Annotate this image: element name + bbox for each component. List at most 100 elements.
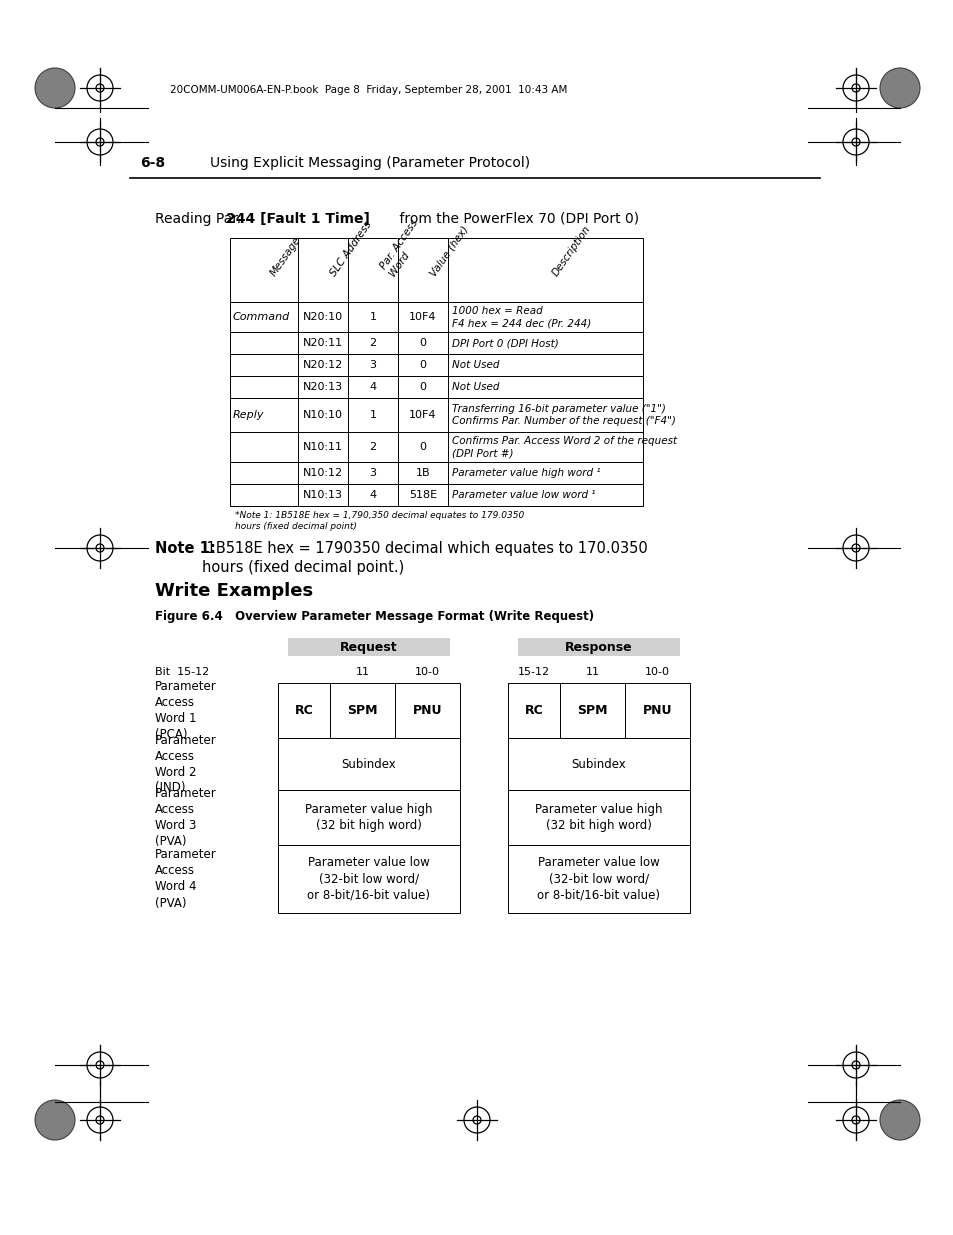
Text: Reading Par.: Reading Par.	[154, 212, 245, 226]
Circle shape	[35, 68, 75, 107]
Bar	[507, 683, 559, 739]
Text: 6-8: 6-8	[140, 156, 165, 170]
Text: N10:10: N10:10	[303, 410, 343, 420]
Bar	[230, 432, 642, 462]
Text: Parameter value low word ¹: Parameter value low word ¹	[452, 490, 595, 500]
Text: 15-12: 15-12	[517, 667, 550, 677]
Bar	[230, 375, 642, 398]
Bar	[624, 683, 689, 739]
Bar	[507, 790, 689, 845]
Text: Bit  15-12: Bit 15-12	[154, 667, 209, 677]
Text: 4: 4	[369, 382, 376, 391]
Text: RC: RC	[294, 704, 313, 718]
Bar	[395, 683, 459, 739]
Circle shape	[879, 1100, 919, 1140]
Text: N20:11: N20:11	[303, 338, 343, 348]
Text: 3: 3	[369, 359, 376, 370]
Text: 1B: 1B	[416, 468, 430, 478]
Bar	[230, 238, 642, 303]
Text: 0: 0	[419, 442, 426, 452]
Text: PNU: PNU	[413, 704, 442, 718]
Text: Figure 6.4   Overview Parameter Message Format (Write Request): Figure 6.4 Overview Parameter Message Fo…	[154, 610, 594, 622]
Text: 3: 3	[369, 468, 376, 478]
Text: Confirms Par. Access Word 2 of the request
(DPI Port #): Confirms Par. Access Word 2 of the reque…	[452, 436, 677, 458]
Bar	[230, 462, 642, 484]
Text: 10F4: 10F4	[409, 312, 436, 322]
Bar	[559, 683, 624, 739]
Text: SPM: SPM	[347, 704, 377, 718]
Bar	[230, 303, 642, 332]
Text: 1B518E hex = 1790350 decimal which equates to 170.0350
hours (fixed decimal poin: 1B518E hex = 1790350 decimal which equat…	[202, 541, 647, 574]
Text: N10:11: N10:11	[303, 442, 343, 452]
Text: 0: 0	[419, 359, 426, 370]
Circle shape	[879, 68, 919, 107]
Text: Subindex: Subindex	[571, 757, 626, 771]
Bar	[230, 332, 642, 354]
Text: N20:12: N20:12	[302, 359, 343, 370]
Text: N10:13: N10:13	[303, 490, 343, 500]
Text: Not Used: Not Used	[452, 382, 499, 391]
Text: Parameter value low
(32-bit low word/
or 8-bit/16-bit value): Parameter value low (32-bit low word/ or…	[537, 857, 659, 902]
Text: *Note 1: 1B518E hex = 1,790,350 decimal equates to 179.0350
hours (fixed decimal: *Note 1: 1B518E hex = 1,790,350 decimal …	[234, 511, 524, 531]
Text: 20COMM-UM006A-EN-P.book  Page 8  Friday, September 28, 2001  10:43 AM: 20COMM-UM006A-EN-P.book Page 8 Friday, S…	[170, 85, 567, 95]
Bar	[277, 790, 459, 845]
Text: PNU: PNU	[642, 704, 672, 718]
Text: from the PowerFlex 70 (DPI Port 0): from the PowerFlex 70 (DPI Port 0)	[395, 212, 639, 226]
Text: RC: RC	[524, 704, 543, 718]
Bar	[507, 739, 689, 790]
Text: Using Explicit Messaging (Parameter Protocol): Using Explicit Messaging (Parameter Prot…	[210, 156, 530, 170]
Bar	[277, 683, 330, 739]
Circle shape	[35, 1100, 75, 1140]
Bar	[517, 638, 679, 656]
Bar	[230, 398, 642, 432]
Text: Parameter
Access
Word 3
(PVA): Parameter Access Word 3 (PVA)	[154, 787, 216, 848]
Bar	[277, 739, 459, 790]
Text: Not Used: Not Used	[452, 359, 499, 370]
Text: 10-0: 10-0	[644, 667, 669, 677]
Text: Transferring 16-bit parameter value ("1")
Confirms Par. Number of the request (": Transferring 16-bit parameter value ("1"…	[452, 404, 675, 426]
Text: Request: Request	[340, 641, 397, 653]
Text: Parameter value high word ¹: Parameter value high word ¹	[452, 468, 599, 478]
Bar	[330, 683, 395, 739]
Text: Command: Command	[233, 312, 290, 322]
Bar	[277, 845, 459, 913]
Text: Parameter
Access
Word 1
(PCA): Parameter Access Word 1 (PCA)	[154, 680, 216, 741]
Bar	[507, 845, 689, 913]
Text: SLC Address: SLC Address	[328, 220, 373, 278]
Text: Parameter value high
(32 bit high word): Parameter value high (32 bit high word)	[535, 803, 662, 832]
Text: 11: 11	[355, 667, 369, 677]
Text: Write Examples: Write Examples	[154, 582, 313, 600]
Text: 10F4: 10F4	[409, 410, 436, 420]
Text: 0: 0	[419, 382, 426, 391]
Text: Parameter value high
(32 bit high word): Parameter value high (32 bit high word)	[305, 803, 433, 832]
Bar	[230, 484, 642, 506]
Text: 1: 1	[369, 410, 376, 420]
Bar	[230, 354, 642, 375]
Text: 2: 2	[369, 338, 376, 348]
Text: Note 1:: Note 1:	[154, 541, 215, 556]
Bar	[288, 638, 450, 656]
Text: 1000 hex = Read
F4 hex = 244 dec (Pr. 244): 1000 hex = Read F4 hex = 244 dec (Pr. 24…	[452, 306, 591, 329]
Text: 2: 2	[369, 442, 376, 452]
Text: Description: Description	[550, 224, 592, 278]
Text: 1: 1	[369, 312, 376, 322]
Text: Subindex: Subindex	[341, 757, 395, 771]
Text: DPI Port 0 (DPI Host): DPI Port 0 (DPI Host)	[452, 338, 558, 348]
Text: N20:13: N20:13	[303, 382, 343, 391]
Text: Parameter
Access
Word 4
(PVA): Parameter Access Word 4 (PVA)	[154, 848, 216, 909]
Text: Par. Access
Word: Par. Access Word	[377, 219, 429, 278]
Text: 11: 11	[585, 667, 598, 677]
Text: 10-0: 10-0	[415, 667, 439, 677]
Text: Parameter
Access
Word 2
(IND): Parameter Access Word 2 (IND)	[154, 734, 216, 794]
Text: SPM: SPM	[577, 704, 607, 718]
Text: 4: 4	[369, 490, 376, 500]
Text: Response: Response	[564, 641, 632, 653]
Text: Reply: Reply	[233, 410, 264, 420]
Text: Parameter value low
(32-bit low word/
or 8-bit/16-bit value): Parameter value low (32-bit low word/ or…	[307, 857, 430, 902]
Text: Value (hex): Value (hex)	[428, 224, 470, 278]
Text: N20:10: N20:10	[303, 312, 343, 322]
Text: Message: Message	[269, 235, 303, 278]
Text: 0: 0	[419, 338, 426, 348]
Text: N10:12: N10:12	[303, 468, 343, 478]
Text: 244 [Fault 1 Time]: 244 [Fault 1 Time]	[226, 212, 370, 226]
